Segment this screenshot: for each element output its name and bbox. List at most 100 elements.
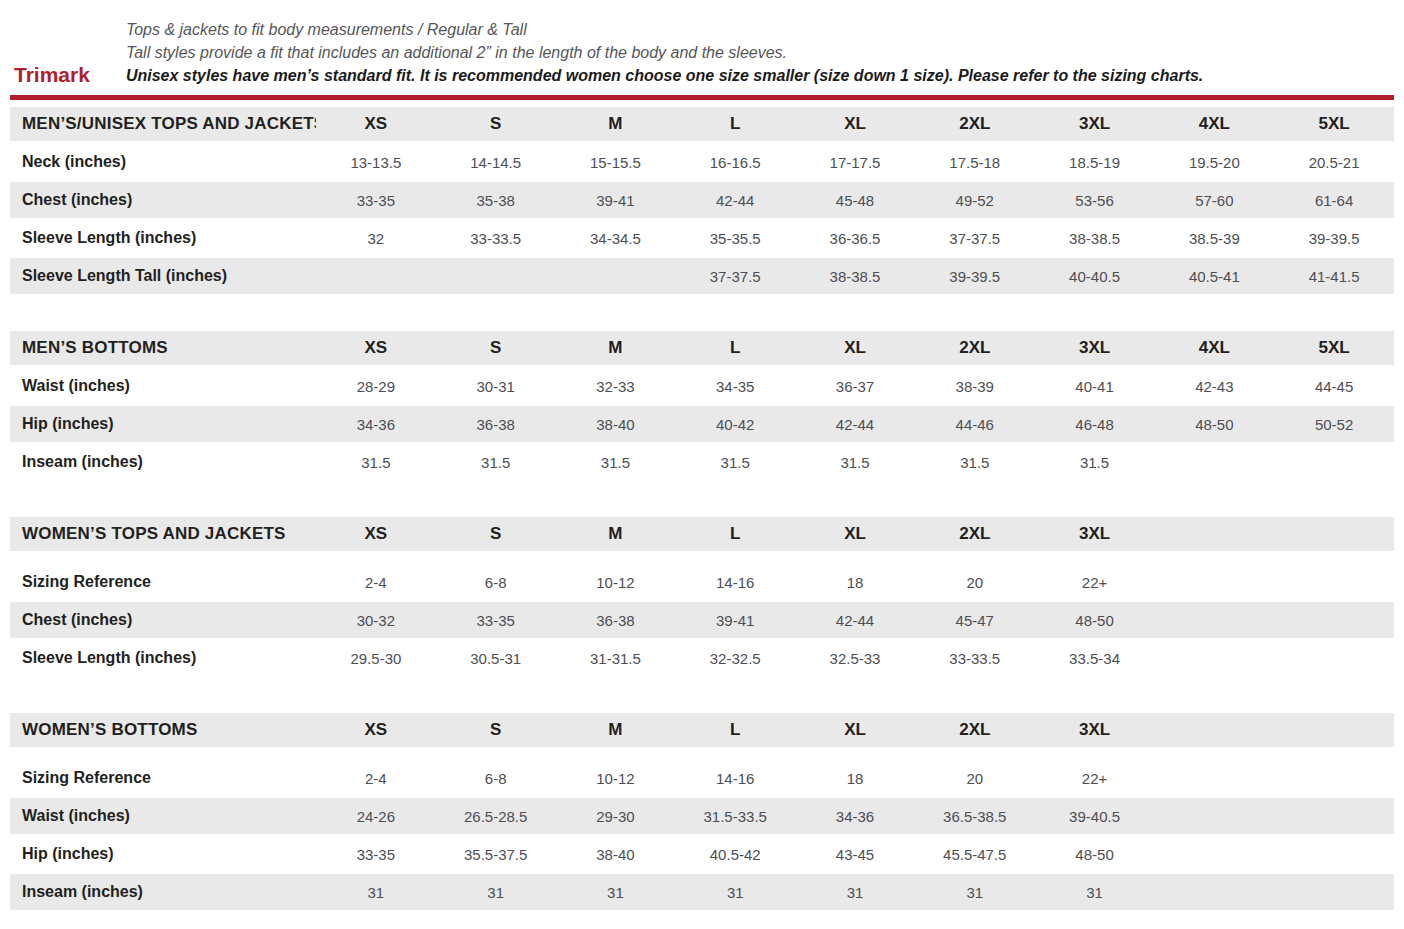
value-cell: 14-14.5 (436, 154, 556, 171)
size-column-header: L (675, 524, 795, 544)
value-cell: 40.5-41 (1154, 268, 1274, 285)
value-cell: 14-16 (675, 574, 795, 591)
value-cell: 38-40 (556, 416, 676, 433)
value-cell: 45-47 (915, 612, 1035, 629)
table-header-row: WOMEN’S BOTTOMSXSSMLXL2XL3XL (10, 713, 1394, 747)
value-cell: 36.5-38.5 (915, 808, 1035, 825)
value-cell: 30-31 (436, 378, 556, 395)
size-column-header: 3XL (1035, 524, 1155, 544)
row-label: Waist (inches) (10, 807, 316, 825)
size-column-header: XS (316, 524, 436, 544)
value-cell: 50-52 (1274, 416, 1394, 433)
value-cell: 36-37 (795, 378, 915, 395)
value-cell: 14-16 (675, 770, 795, 787)
size-column-header: L (675, 114, 795, 134)
table-title: MEN’S/UNISEX TOPS AND JACKETS (10, 114, 316, 134)
value-cell: 31.5 (316, 454, 436, 471)
table-row: Chest (inches)33-3535-3839-4142-4445-484… (10, 182, 1394, 218)
value-cell: 33.5-34 (1035, 650, 1155, 667)
value-cell: 40-42 (675, 416, 795, 433)
value-cell: 18 (795, 770, 915, 787)
table-title: WOMEN’S BOTTOMS (10, 720, 316, 740)
value-cell: 40.5-42 (675, 846, 795, 863)
intro-line-3: Unisex styles have men’s standard fit. I… (126, 64, 1203, 87)
value-cell: 2-4 (316, 574, 436, 591)
size-column-header: XS (316, 720, 436, 740)
row-label: Hip (inches) (10, 415, 316, 433)
value-cell: 31 (556, 884, 676, 901)
value-cell: 39-39.5 (1274, 230, 1394, 247)
size-column-header: 5XL (1274, 114, 1394, 134)
row-label: Chest (inches) (10, 611, 316, 629)
value-cell: 31.5 (795, 454, 915, 471)
value-cell: 17-17.5 (795, 154, 915, 171)
value-cell: 2-4 (316, 770, 436, 787)
size-column-header: 2XL (915, 338, 1035, 358)
value-cell: 18 (795, 574, 915, 591)
value-cell: 49-52 (915, 192, 1035, 209)
table-row: Waist (inches)28-2930-3132-3334-3536-373… (10, 368, 1394, 404)
value-cell: 26.5-28.5 (436, 808, 556, 825)
value-cell: 31 (1035, 884, 1155, 901)
value-cell: 39-41 (675, 612, 795, 629)
table-row: Hip (inches)34-3636-3838-4040-4242-4444-… (10, 406, 1394, 442)
size-column-header: L (675, 338, 795, 358)
value-cell: 38-38.5 (795, 268, 915, 285)
size-column-header: 3XL (1035, 338, 1155, 358)
value-cell: 31.5 (436, 454, 556, 471)
value-cell: 31 (915, 884, 1035, 901)
size-table: MEN’S/UNISEX TOPS AND JACKETSXSSMLXL2XL3… (10, 107, 1394, 294)
value-cell: 31.5 (915, 454, 1035, 471)
table-title: MEN’S BOTTOMS (10, 338, 316, 358)
size-column-header: M (556, 524, 676, 544)
value-cell: 22+ (1035, 770, 1155, 787)
value-cell: 31.5 (1035, 454, 1155, 471)
sizing-chart-page: Trimark Tops & jackets to fit body measu… (0, 0, 1404, 929)
value-cell: 19.5-20 (1154, 154, 1274, 171)
value-cell: 22+ (1035, 574, 1155, 591)
value-cell: 44-46 (915, 416, 1035, 433)
size-table: MEN’S BOTTOMSXSSMLXL2XL3XL4XL5XLWaist (i… (10, 331, 1394, 480)
size-column-header: 3XL (1035, 720, 1155, 740)
value-cell: 30.5-31 (436, 650, 556, 667)
value-cell: 33-35 (436, 612, 556, 629)
row-label: Chest (inches) (10, 191, 316, 209)
size-column-header: S (436, 338, 556, 358)
size-column-header: XS (316, 114, 436, 134)
size-column-header: XL (795, 338, 915, 358)
value-cell: 29-30 (556, 808, 676, 825)
value-cell: 33-35 (316, 846, 436, 863)
row-label: Sleeve Length Tall (inches) (10, 267, 316, 285)
value-cell: 31 (316, 884, 436, 901)
value-cell: 38.5-39 (1154, 230, 1274, 247)
size-column-header: XL (795, 720, 915, 740)
value-cell: 37-37.5 (915, 230, 1035, 247)
value-cell: 20 (915, 574, 1035, 591)
size-column-header: M (556, 114, 676, 134)
value-cell: 31-31.5 (556, 650, 676, 667)
value-cell: 35-35.5 (675, 230, 795, 247)
size-column-header: XL (795, 524, 915, 544)
value-cell: 32.5-33 (795, 650, 915, 667)
value-cell: 43-45 (795, 846, 915, 863)
value-cell: 29.5-30 (316, 650, 436, 667)
size-column-header: XS (316, 338, 436, 358)
value-cell: 31 (675, 884, 795, 901)
value-cell: 13-13.5 (316, 154, 436, 171)
value-cell: 17.5-18 (915, 154, 1035, 171)
value-cell: 40-40.5 (1035, 268, 1155, 285)
table-row: Sizing Reference2-46-810-1214-16182022+ (10, 760, 1394, 796)
table-row: Inseam (inches)31.531.531.531.531.531.53… (10, 444, 1394, 480)
table-header-row: WOMEN’S TOPS AND JACKETSXSSMLXL2XL3XL (10, 517, 1394, 551)
table-row: Inseam (inches)31313131313131 (10, 874, 1394, 910)
table-header-row: MEN’S/UNISEX TOPS AND JACKETSXSSMLXL2XL3… (10, 107, 1394, 141)
intro-text: Tops & jackets to fit body measurements … (126, 18, 1203, 87)
value-cell: 45.5-47.5 (915, 846, 1035, 863)
row-label: Neck (inches) (10, 153, 316, 171)
value-cell: 53-56 (1035, 192, 1155, 209)
value-cell: 42-44 (675, 192, 795, 209)
value-cell: 31 (436, 884, 556, 901)
value-cell: 44-45 (1274, 378, 1394, 395)
size-column-header: 3XL (1035, 114, 1155, 134)
value-cell: 38-38.5 (1035, 230, 1155, 247)
